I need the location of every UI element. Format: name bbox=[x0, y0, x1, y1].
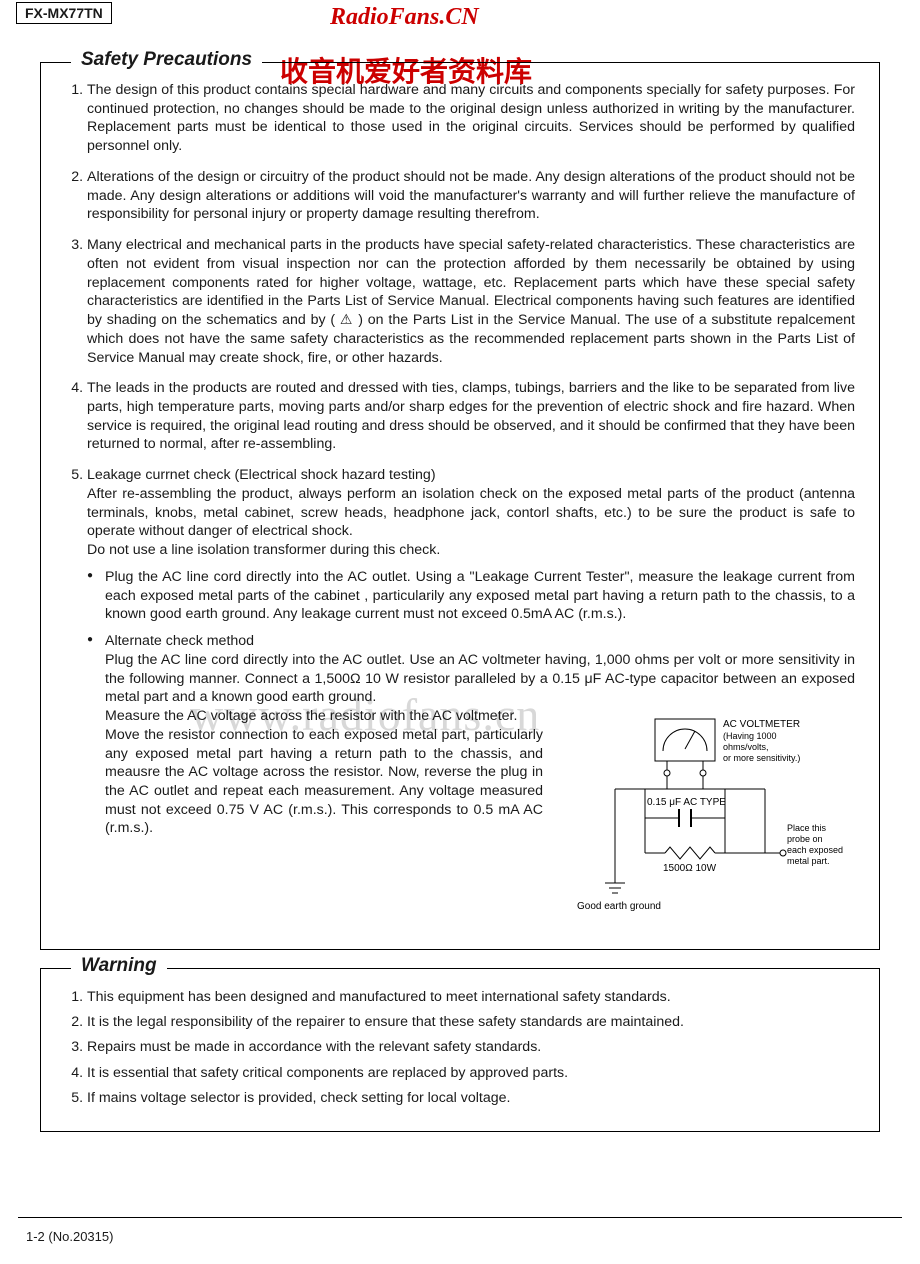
safety-item-3: Many electrical and mechanical parts in … bbox=[87, 236, 855, 367]
safety-item-4: The leads in the products are routed and… bbox=[87, 379, 855, 454]
diag-voltmeter-label: AC VOLTMETER bbox=[723, 719, 800, 730]
diag-cap-label: 0.15 μF AC TYPE bbox=[647, 797, 726, 808]
safety-bullet-2: Alternate check method Plug the AC line … bbox=[87, 632, 855, 919]
page-number: 1-2 (No.20315) bbox=[26, 1229, 113, 1244]
safety-box: Safety Precautions The design of this pr… bbox=[40, 62, 880, 950]
alt-check-p1: Plug the AC line cord directly into the … bbox=[105, 651, 855, 707]
diag-voltmeter-note1: (Having 1000 bbox=[723, 731, 777, 741]
model-label: FX-MX77TN bbox=[16, 2, 112, 24]
warning-list: This equipment has been designed and man… bbox=[65, 987, 855, 1109]
warning-title: Warning bbox=[71, 955, 167, 977]
warning-item-2: It is the legal responsibility of the re… bbox=[87, 1012, 855, 1033]
diag-res-label: 1500Ω 10W bbox=[663, 863, 717, 874]
diag-voltmeter-note2: ohms/volts, bbox=[723, 742, 769, 752]
safety-item-5: Leakage currnet check (Electrical shock … bbox=[87, 466, 855, 919]
safety-item-2: Alterations of the design or circuitry o… bbox=[87, 168, 855, 224]
diag-probe-note4: metal part. bbox=[787, 856, 830, 866]
diag-probe-note3: each exposed bbox=[787, 845, 843, 855]
safety-title: Safety Precautions bbox=[71, 49, 262, 71]
safety-item-5-intro: Leakage currnet check (Electrical shock … bbox=[87, 467, 855, 558]
safety-bullet-1: Plug the AC line cord directly into the … bbox=[87, 568, 855, 624]
warning-box: Warning This equipment has been designed… bbox=[40, 968, 880, 1132]
diag-voltmeter-note3: or more sensitivity.) bbox=[723, 753, 800, 763]
alt-check-head: Alternate check method bbox=[105, 632, 855, 651]
warning-item-3: Repairs must be made in accordance with … bbox=[87, 1037, 855, 1058]
circuit-diagram: AC VOLTMETER (Having 1000 ohms/volts, or… bbox=[555, 713, 855, 919]
warning-item-4: It is essential that safety critical com… bbox=[87, 1063, 855, 1084]
warning-item-5: If mains voltage selector is provided, c… bbox=[87, 1088, 855, 1109]
diag-probe-note1: Place this bbox=[787, 823, 827, 833]
diag-ground-label: Good earth ground bbox=[577, 901, 661, 912]
safety-list: The design of this product contains spec… bbox=[65, 81, 855, 919]
safety-item-1: The design of this product contains spec… bbox=[87, 81, 855, 156]
brand-header: RadioFans.CN bbox=[330, 4, 479, 31]
diag-probe-note2: probe on bbox=[787, 834, 823, 844]
warning-item-1: This equipment has been designed and man… bbox=[87, 987, 855, 1008]
alt-check-p2: Measure the AC voltage across the resist… bbox=[105, 707, 543, 838]
page-frame: Safety Precautions The design of this pr… bbox=[18, 30, 902, 1218]
